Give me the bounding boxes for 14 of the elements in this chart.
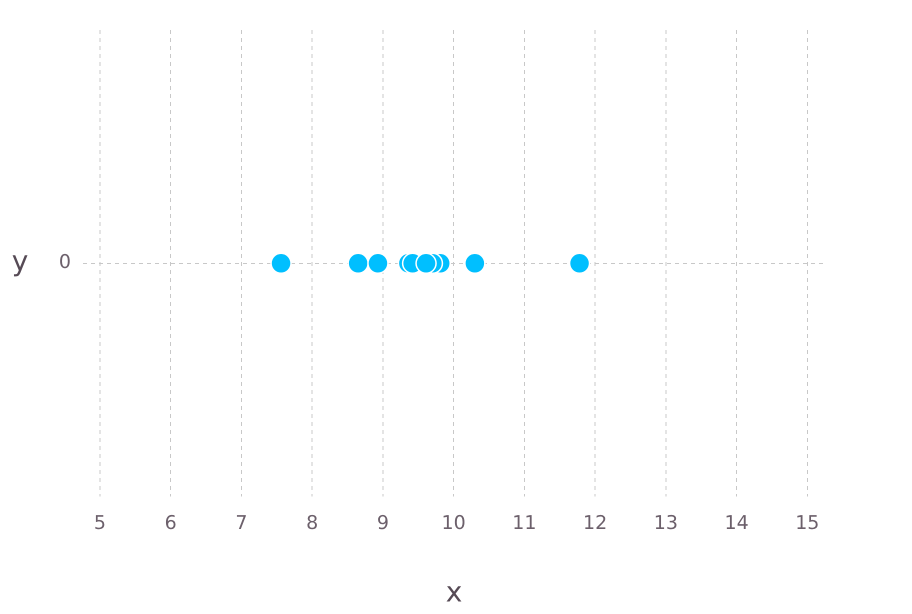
x-axis-title: x	[446, 575, 462, 608]
y-tick-label: 0	[58, 251, 71, 274]
x-tick-label: 6	[164, 512, 177, 534]
x-tick-label: 14	[724, 512, 749, 534]
x-tick-label: 7	[235, 512, 248, 534]
y-axis-title: y	[12, 244, 28, 278]
x-tick-label: 15	[795, 512, 820, 534]
x-tick-label: 11	[512, 512, 536, 534]
x-tick-label: 13	[654, 512, 678, 534]
x-tick-label: 5	[94, 512, 106, 534]
x-tick-label: 8	[306, 512, 318, 534]
x-tick-label: 10	[442, 512, 466, 534]
x-tick-label: 12	[583, 512, 608, 534]
x-tick-label: 9	[376, 512, 389, 534]
